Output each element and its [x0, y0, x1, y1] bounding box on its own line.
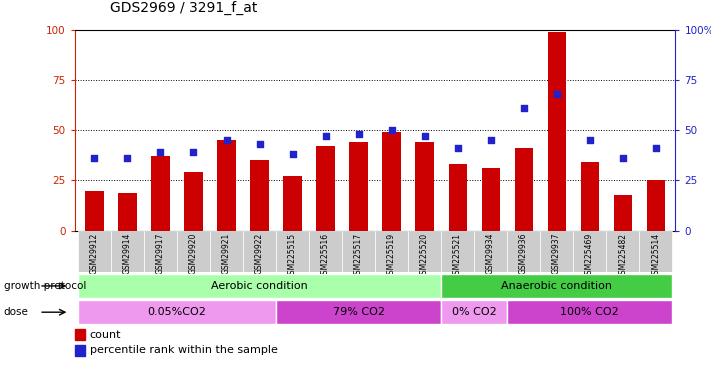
Text: 0% CO2: 0% CO2	[451, 307, 496, 317]
FancyBboxPatch shape	[441, 300, 507, 324]
Text: GSM225515: GSM225515	[288, 232, 297, 279]
Point	[254, 141, 265, 147]
Bar	[614, 195, 631, 231]
FancyBboxPatch shape	[375, 231, 408, 272]
FancyBboxPatch shape	[111, 231, 144, 272]
Bar	[547, 32, 566, 231]
Text: GSM29912: GSM29912	[90, 232, 99, 274]
Point	[518, 105, 529, 111]
FancyBboxPatch shape	[606, 231, 639, 272]
Text: 100% CO2: 100% CO2	[560, 307, 619, 317]
Point	[188, 149, 199, 155]
Text: GDS2969 / 3291_f_at: GDS2969 / 3291_f_at	[110, 1, 257, 15]
Text: GSM225519: GSM225519	[387, 232, 396, 279]
Point	[485, 137, 496, 143]
FancyBboxPatch shape	[441, 274, 672, 298]
FancyBboxPatch shape	[540, 231, 573, 272]
Text: GSM29936: GSM29936	[519, 232, 528, 274]
Point	[89, 155, 100, 161]
Text: GSM225521: GSM225521	[453, 232, 462, 279]
Text: GSM225520: GSM225520	[420, 232, 429, 279]
Point	[419, 134, 430, 140]
FancyBboxPatch shape	[342, 231, 375, 272]
Point	[221, 137, 232, 143]
Text: growth protocol: growth protocol	[4, 281, 86, 291]
Text: 79% CO2: 79% CO2	[333, 307, 385, 317]
Bar	[515, 148, 533, 231]
Text: GSM29914: GSM29914	[123, 232, 132, 274]
FancyBboxPatch shape	[177, 231, 210, 272]
FancyBboxPatch shape	[309, 231, 342, 272]
Bar	[85, 190, 104, 231]
Text: GSM225469: GSM225469	[585, 232, 594, 279]
Bar	[151, 156, 169, 231]
FancyBboxPatch shape	[408, 231, 441, 272]
FancyBboxPatch shape	[573, 231, 606, 272]
FancyBboxPatch shape	[210, 231, 243, 272]
Bar	[481, 168, 500, 231]
Text: GSM29920: GSM29920	[189, 232, 198, 274]
Text: count: count	[90, 330, 121, 339]
Bar	[119, 192, 137, 231]
Bar	[581, 162, 599, 231]
FancyBboxPatch shape	[276, 300, 441, 324]
FancyBboxPatch shape	[474, 231, 507, 272]
Point	[122, 155, 133, 161]
Bar	[284, 177, 301, 231]
Point	[320, 134, 331, 140]
FancyBboxPatch shape	[441, 231, 474, 272]
Text: Anaerobic condition: Anaerobic condition	[501, 281, 612, 291]
Point	[452, 146, 464, 152]
Text: GSM29934: GSM29934	[486, 232, 495, 274]
Text: GSM225514: GSM225514	[651, 232, 660, 279]
Bar	[250, 160, 269, 231]
Text: GSM225517: GSM225517	[354, 232, 363, 279]
Point	[584, 137, 595, 143]
Bar	[415, 142, 434, 231]
Text: percentile rank within the sample: percentile rank within the sample	[90, 345, 277, 355]
Bar	[184, 172, 203, 231]
FancyBboxPatch shape	[78, 231, 111, 272]
Text: Aerobic condition: Aerobic condition	[211, 281, 308, 291]
FancyBboxPatch shape	[507, 300, 672, 324]
FancyBboxPatch shape	[78, 274, 441, 298]
Point	[617, 155, 629, 161]
FancyBboxPatch shape	[144, 231, 177, 272]
FancyBboxPatch shape	[276, 231, 309, 272]
Point	[353, 131, 364, 137]
Text: 0.05%CO2: 0.05%CO2	[148, 307, 206, 317]
Bar	[383, 132, 400, 231]
Text: GSM29917: GSM29917	[156, 232, 165, 274]
Point	[650, 146, 661, 152]
FancyBboxPatch shape	[243, 231, 276, 272]
Point	[287, 152, 298, 157]
Point	[155, 149, 166, 155]
Bar	[218, 140, 235, 231]
Point	[551, 91, 562, 97]
Point	[386, 128, 397, 134]
Text: GSM225482: GSM225482	[618, 232, 627, 279]
Bar	[75, 330, 85, 340]
Bar	[75, 345, 85, 355]
Bar	[316, 146, 335, 231]
Bar	[449, 164, 466, 231]
Text: dose: dose	[4, 307, 28, 317]
FancyBboxPatch shape	[78, 300, 276, 324]
Bar	[350, 142, 368, 231]
Bar	[646, 180, 665, 231]
FancyBboxPatch shape	[639, 231, 672, 272]
FancyBboxPatch shape	[507, 231, 540, 272]
Text: GSM29922: GSM29922	[255, 232, 264, 274]
Text: GSM225516: GSM225516	[321, 232, 330, 279]
Text: GSM29937: GSM29937	[552, 232, 561, 274]
Text: GSM29921: GSM29921	[222, 232, 231, 274]
